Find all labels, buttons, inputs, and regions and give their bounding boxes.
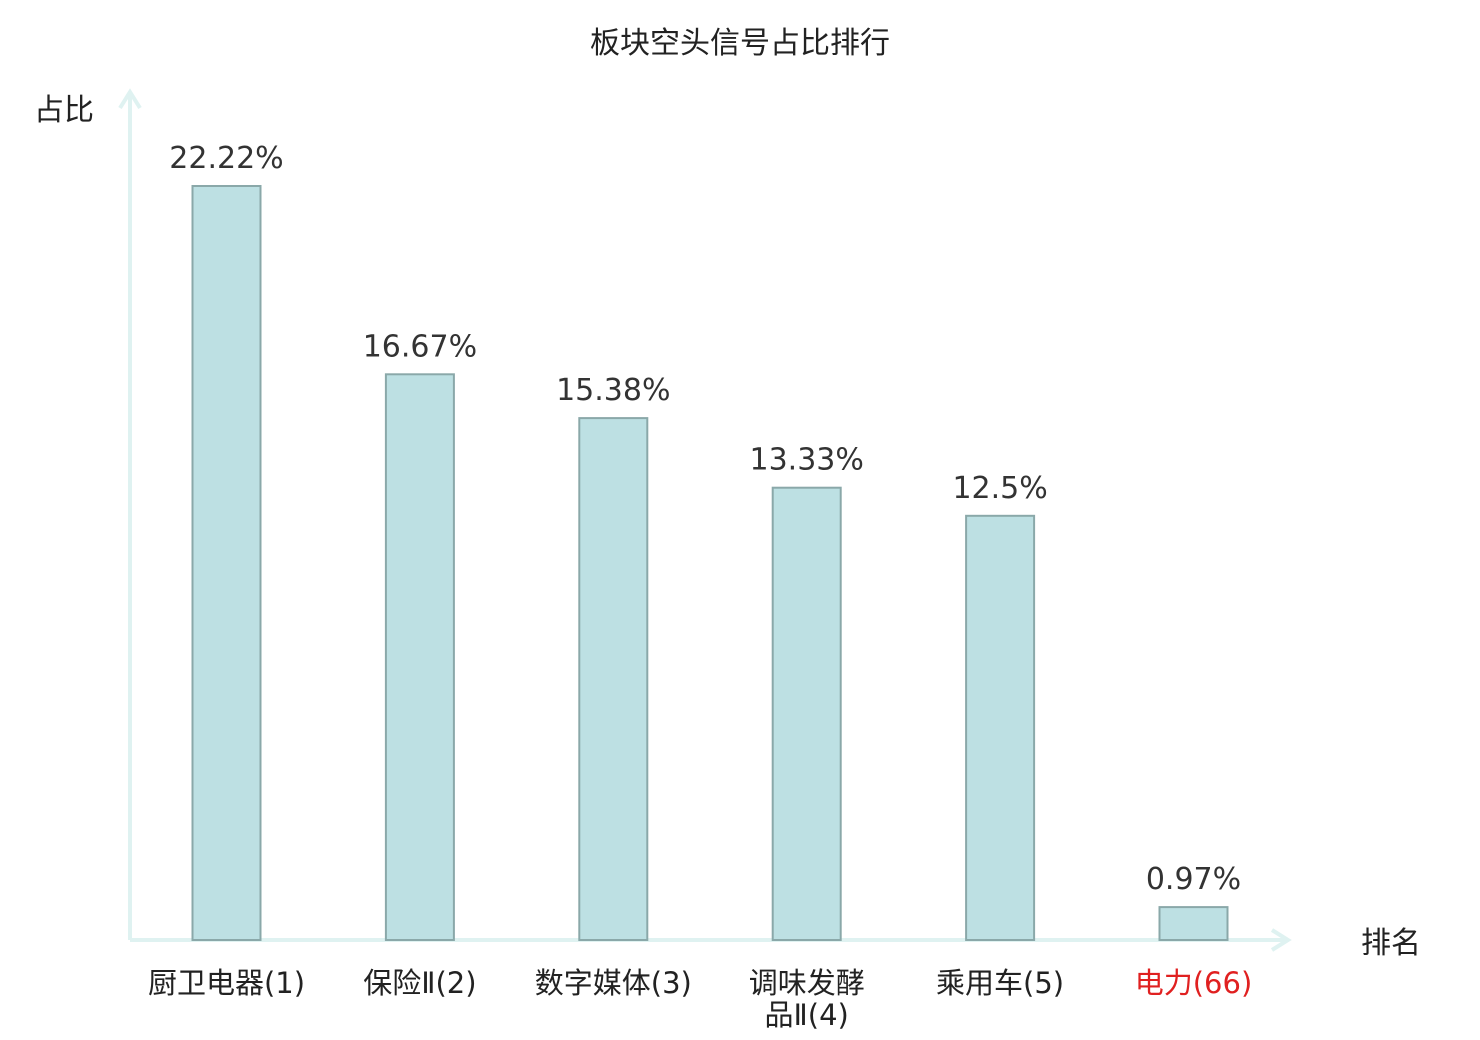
bar-group bbox=[191, 185, 1229, 942]
bar-2 bbox=[384, 373, 455, 941]
category-label-line: 乘用车(5) bbox=[936, 966, 1064, 1000]
category-label-line: 厨卫电器(1) bbox=[148, 966, 305, 1000]
category-label-line: 调味发酵 bbox=[749, 966, 865, 1000]
chart-title: 板块空头信号占比排行 bbox=[590, 26, 890, 61]
category-label-line: 电力(66) bbox=[1135, 966, 1253, 1000]
bar-3 bbox=[578, 417, 649, 942]
value-label-4: 13.33% bbox=[750, 443, 864, 478]
y-axis-arrow bbox=[118, 88, 142, 110]
bar-5 bbox=[965, 514, 1036, 941]
category-label-line: 保险Ⅱ(2) bbox=[363, 966, 476, 1000]
category-label-line: 品Ⅱ(4) bbox=[765, 998, 849, 1032]
value-label-5: 12.5% bbox=[952, 471, 1047, 506]
value-label-group: 22.22% 16.67% 15.38% 13.33% 12.5% 0.97% bbox=[169, 141, 1241, 897]
category-label-3: 数字媒体(3) bbox=[535, 966, 692, 1000]
value-label-2: 16.67% bbox=[363, 329, 477, 364]
x-axis-arrow bbox=[1270, 928, 1292, 952]
y-axis-label: 占比 bbox=[34, 93, 94, 128]
bar-6 bbox=[1158, 906, 1229, 941]
category-label-1: 厨卫电器(1) bbox=[148, 966, 305, 1000]
category-label-6: 电力(66) bbox=[1135, 966, 1253, 1000]
category-label-line: 数字媒体(3) bbox=[535, 966, 692, 1000]
value-label-1: 22.22% bbox=[169, 141, 283, 176]
category-label-5: 乘用车(5) bbox=[936, 966, 1064, 1000]
value-label-3: 15.38% bbox=[556, 373, 670, 408]
category-label-4: 调味发酵品Ⅱ(4) bbox=[749, 966, 865, 1032]
category-label-2: 保险Ⅱ(2) bbox=[363, 966, 476, 1000]
value-label-6: 0.97% bbox=[1146, 862, 1241, 897]
category-label-group: 厨卫电器(1) 保险Ⅱ(2) 数字媒体(3) 调味发酵品Ⅱ(4) 乘用车(5) 电力(66… bbox=[148, 966, 1252, 1032]
x-axis-label: 排名 bbox=[1361, 926, 1421, 961]
bar-1 bbox=[191, 185, 262, 941]
bar-4 bbox=[771, 486, 842, 941]
